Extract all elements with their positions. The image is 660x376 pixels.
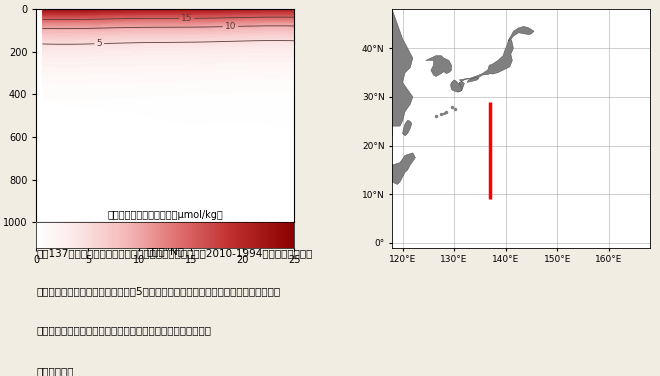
Text: 10: 10 (224, 22, 236, 31)
Text: 解析対象海域（右図）。海面から深5　メートル程度までの海水に含まれる二酸化炭素: 解析対象海域（右図）。海面から深5 メートル程度までの海水に含まれる二酸化炭素 (36, 286, 280, 296)
Text: 5: 5 (96, 39, 102, 48)
Title: 二酸化炭素蓄積量の変化（μmol/kg）: 二酸化炭素蓄積量の変化（μmol/kg） (108, 210, 223, 220)
Polygon shape (403, 120, 412, 136)
Polygon shape (389, 153, 415, 185)
Polygon shape (457, 38, 513, 92)
Polygon shape (441, 112, 446, 115)
X-axis label: 緯度（°N）: 緯度（°N） (147, 247, 184, 256)
Text: 東経137度における海洋内部の二酸化炭素蓄積量の変化（2010-1994）　（左図）と、: 東経137度における海洋内部の二酸化炭素蓄積量の変化（2010-1994） （左… (36, 248, 313, 258)
Polygon shape (382, 9, 413, 136)
Polygon shape (426, 56, 451, 76)
Polygon shape (508, 26, 534, 41)
Polygon shape (451, 80, 462, 92)
Text: 資料）気象庁: 資料）気象庁 (36, 366, 74, 376)
Text: 15: 15 (181, 14, 193, 23)
Polygon shape (467, 77, 479, 82)
Text: が増加しており、海面に近いほど二酸化炭素の蓄積量が多い。: が増加しており、海面に近いほど二酸化炭素の蓄積量が多い。 (36, 325, 211, 335)
